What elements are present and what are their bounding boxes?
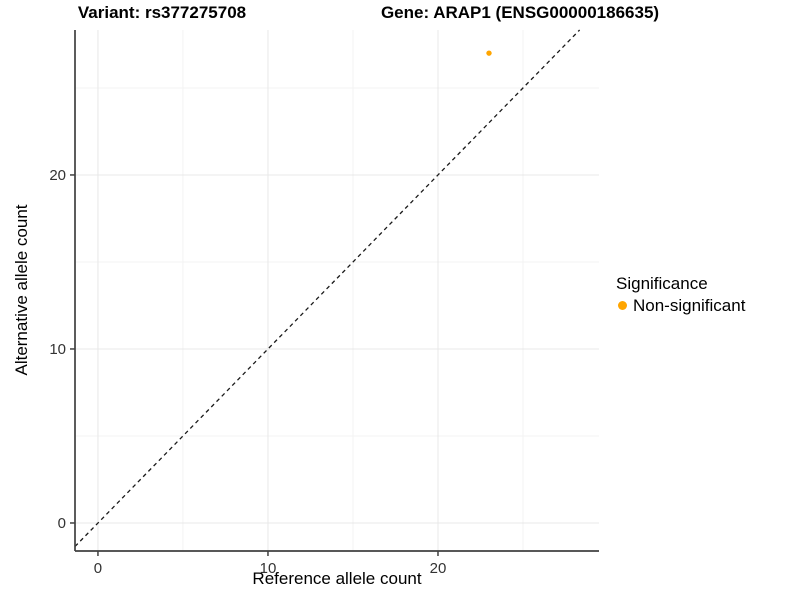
legend-entry-label: Non-significant bbox=[633, 296, 746, 315]
x-tick-label: 20 bbox=[430, 560, 447, 577]
x-tick-label: 0 bbox=[94, 560, 102, 577]
y-axis-title: Alternative allele count bbox=[12, 204, 31, 376]
legend: Significance Non-significant bbox=[616, 273, 745, 316]
legend-entry-non-significant: Non-significant bbox=[616, 295, 745, 316]
legend-title: Significance bbox=[616, 274, 708, 293]
plot-title-variant: Variant: rs377275708 bbox=[77, 3, 247, 22]
x-tick-label: 10 bbox=[260, 560, 277, 577]
y-tick-label: 10 bbox=[49, 341, 66, 358]
x-axis-title: Reference allele count bbox=[252, 569, 422, 588]
y-tick-label: 0 bbox=[58, 515, 66, 532]
y-tick-label: 20 bbox=[49, 167, 66, 184]
data-point bbox=[486, 50, 492, 56]
plot-title-gene: Gene: ARAP1 (ENSG00000186635) bbox=[380, 3, 660, 22]
legend-point-marker-icon bbox=[618, 301, 627, 310]
panel-background bbox=[75, 30, 599, 551]
identity-dashed-line bbox=[74, 29, 581, 547]
